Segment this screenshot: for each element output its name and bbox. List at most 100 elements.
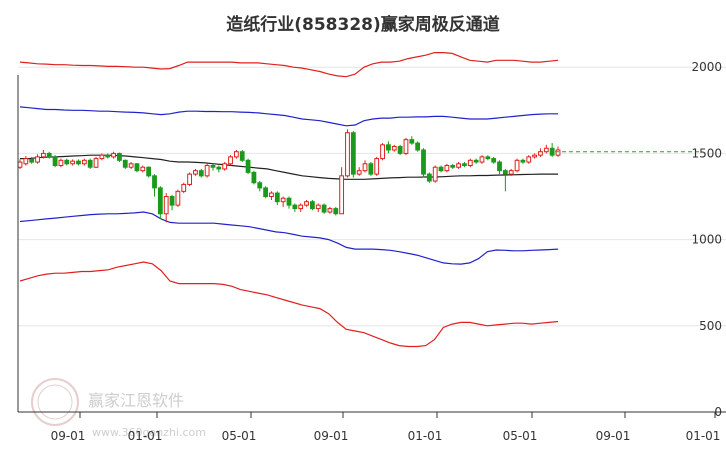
- candle-body: [438, 166, 444, 172]
- y-tick-label: 2000: [691, 60, 722, 74]
- candle-body: [526, 156, 532, 163]
- candle-body: [152, 175, 157, 189]
- candle-body: [543, 147, 549, 153]
- candle-body: [222, 163, 228, 170]
- x-tick-label: 01-01: [408, 429, 443, 443]
- candle-body: [298, 204, 304, 210]
- watermark-logo: [31, 378, 79, 426]
- candle-body: [198, 170, 204, 177]
- y-tick-label: 500: [699, 319, 722, 333]
- x-tick-label: 05-01: [503, 429, 538, 443]
- candle-body: [23, 158, 29, 165]
- candle-body: [99, 154, 105, 160]
- candle-body: [64, 159, 70, 165]
- candle-body: [204, 164, 210, 177]
- candle-body: [17, 161, 23, 168]
- candle-body: [350, 132, 356, 175]
- channel-line-lower: [19, 211, 559, 265]
- candle-body: [514, 159, 520, 172]
- candle-body: [233, 151, 239, 158]
- x-tick-label: 09-01: [314, 429, 349, 443]
- candle-body: [210, 164, 216, 168]
- candle-body: [286, 197, 292, 206]
- candle-body: [462, 163, 467, 166]
- candle-body: [29, 158, 35, 163]
- candle-body: [356, 170, 362, 175]
- candle-body: [274, 192, 280, 203]
- candle-body: [397, 146, 403, 154]
- candle-body: [444, 164, 450, 172]
- candle-body: [257, 182, 263, 189]
- candle-body: [362, 163, 368, 172]
- candle-body: [117, 152, 122, 161]
- candle-body: [502, 170, 508, 175]
- candle-body: [555, 149, 561, 156]
- candle-body: [339, 175, 345, 215]
- candle-body: [386, 144, 391, 151]
- watermark-brand: 赢家江恩软件: [88, 391, 184, 410]
- x-tick-label: 09-01: [596, 429, 631, 443]
- candle-body: [58, 159, 64, 166]
- candle-body: [292, 204, 298, 210]
- candle-body: [421, 149, 426, 175]
- candle-body: [333, 208, 339, 215]
- candle-body: [263, 187, 269, 198]
- candle-body: [415, 142, 421, 151]
- candle-body: [485, 156, 491, 160]
- grid: [18, 66, 726, 327]
- candle-body: [321, 204, 327, 213]
- candle-body: [304, 201, 309, 206]
- candle-body: [497, 161, 502, 172]
- candle-body: [175, 190, 181, 206]
- y-tick-label: 0: [714, 405, 722, 419]
- candle-body: [508, 170, 514, 175]
- candle-body: [70, 160, 76, 165]
- x-tick-label: 05-01: [222, 429, 257, 443]
- candle-body: [380, 144, 385, 160]
- x-tick-label: 01-01: [686, 429, 721, 443]
- candle-body: [35, 156, 40, 163]
- candle-body: [532, 154, 538, 158]
- candle-body: [251, 171, 257, 184]
- candle-body: [309, 201, 315, 210]
- channel-lines: [19, 51, 559, 348]
- candle-body: [432, 166, 438, 182]
- candle-body: [403, 139, 409, 154]
- candle-body: [245, 159, 251, 173]
- watermark: 赢家江恩软件 www.360ganzhi.com: [31, 378, 206, 439]
- candle-body: [81, 159, 87, 165]
- candle-body: [228, 156, 233, 165]
- candle-body: [374, 158, 380, 175]
- y-tick-labels: 0 500 1000 1500 2000: [691, 60, 722, 419]
- candle-body: [345, 132, 350, 177]
- candle-body: [40, 152, 46, 158]
- candlesticks: [17, 129, 561, 223]
- candle-body: [187, 173, 192, 185]
- channel-line-upper: [19, 106, 558, 127]
- candle-body: [93, 158, 99, 168]
- candle-body: [409, 139, 415, 144]
- watermark-url: www.360ganzhi.com: [92, 426, 206, 439]
- candle-body: [450, 164, 456, 168]
- chart-title: 造纸行业(858328)赢家周极反通道: [226, 14, 500, 35]
- candle-body: [327, 208, 333, 213]
- candle-body: [491, 158, 497, 163]
- candle-body: [76, 160, 81, 165]
- candle-body: [193, 170, 198, 175]
- candle-body: [239, 151, 245, 161]
- candle-body: [87, 159, 93, 168]
- candle-body: [169, 196, 175, 206]
- y-tick-label: 1000: [691, 233, 722, 247]
- candle-body: [467, 159, 473, 166]
- candle-body: [520, 159, 526, 163]
- candle-body: [473, 159, 479, 163]
- candle-body: [269, 192, 274, 198]
- candle-body: [538, 151, 543, 156]
- y-tick-label: 1500: [691, 146, 722, 160]
- candle-body: [216, 166, 222, 170]
- candle-body: [549, 147, 555, 156]
- candle-body: [368, 163, 374, 175]
- candle-body: [105, 154, 111, 158]
- x-tick-labels: 09-01 01-01 05-01 09-01 01-01 05-01 09-01 01-01: [51, 412, 721, 443]
